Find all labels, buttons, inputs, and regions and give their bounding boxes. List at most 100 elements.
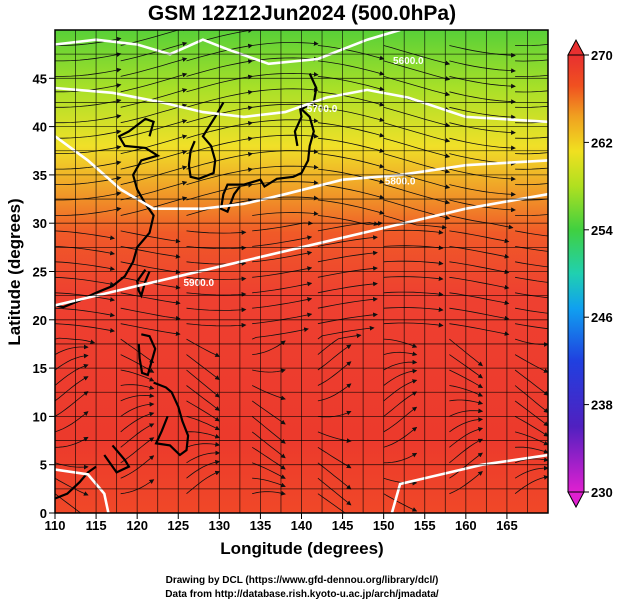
streamline <box>515 246 548 252</box>
x-tick-label: 135 <box>250 518 272 533</box>
x-axis: 110 115 120 125 130 135 140 145 150 155 160 165 <box>45 513 518 533</box>
streamline <box>383 184 451 205</box>
streamline <box>514 475 548 495</box>
streamline <box>252 87 319 93</box>
streamline <box>55 493 82 513</box>
streamline <box>515 261 548 268</box>
colorbar-tick-label: 254 <box>591 223 613 238</box>
streamline <box>515 105 548 108</box>
streamline <box>383 391 418 417</box>
streamline <box>514 385 548 414</box>
streamline <box>55 160 122 170</box>
contour-label: 5800.0 <box>385 177 416 188</box>
streamline <box>55 376 89 402</box>
x-tick-label: 155 <box>414 518 436 533</box>
streamline <box>186 230 247 235</box>
streamline <box>186 442 221 448</box>
contour-label: 5600.0 <box>393 56 424 67</box>
streamline <box>252 368 286 374</box>
streamline <box>120 292 181 306</box>
coastline-segment <box>136 268 151 299</box>
streamline <box>383 276 444 282</box>
y-axis-label: Latitude (degrees) <box>5 198 24 345</box>
y-axis: 0 5 10 15 20 25 30 35 40 45 <box>33 71 55 521</box>
streamline <box>449 106 516 120</box>
streamline <box>383 122 451 143</box>
streamline <box>515 276 548 283</box>
streamline <box>449 137 516 151</box>
streamline <box>383 291 444 297</box>
colorbar-tick-label: 262 <box>591 135 613 150</box>
streamline <box>317 184 385 200</box>
streamline <box>317 250 378 263</box>
y-tick-label: 10 <box>33 409 47 424</box>
streamline <box>449 323 510 337</box>
streamline <box>515 167 548 170</box>
streamline <box>317 76 385 92</box>
streamline <box>515 152 548 155</box>
streamline <box>55 364 89 386</box>
y-tick-label: 20 <box>33 313 47 328</box>
streamline <box>317 493 352 513</box>
x-tick-label: 140 <box>291 518 313 533</box>
streamline <box>252 477 286 488</box>
streamline <box>186 400 220 422</box>
streamline <box>514 338 548 347</box>
streamline <box>383 493 418 512</box>
streamline <box>449 184 516 197</box>
streamline <box>383 229 444 235</box>
x-axis-label: Longitude (degrees) <box>220 539 383 558</box>
streamline <box>514 400 548 427</box>
streamline <box>186 307 247 313</box>
streamline <box>383 215 447 230</box>
x-tick-label: 120 <box>126 518 148 533</box>
streamline <box>449 215 514 230</box>
streamline <box>383 351 418 357</box>
coastline-segment <box>103 444 131 474</box>
streamline <box>55 477 89 496</box>
streamline <box>120 246 181 259</box>
streamline <box>251 400 286 425</box>
streamline <box>449 122 516 135</box>
streamline <box>252 133 319 139</box>
streamline <box>186 450 221 464</box>
streamline <box>120 103 188 124</box>
y-tick-label: 15 <box>33 361 47 376</box>
streamline <box>383 452 418 464</box>
streamline <box>515 230 548 237</box>
streamline <box>515 446 548 454</box>
y-tick-label: 40 <box>33 120 47 135</box>
streamline <box>383 60 451 81</box>
streamline <box>515 323 548 330</box>
streamline <box>55 323 115 333</box>
coastline-segment <box>187 101 225 180</box>
streamline <box>317 344 352 371</box>
streamline <box>186 291 247 297</box>
streamline <box>120 88 188 108</box>
streamline <box>383 426 418 448</box>
streamline <box>120 150 188 170</box>
streamline <box>515 214 548 217</box>
streamline <box>55 353 89 371</box>
streamline <box>252 385 286 401</box>
colorbar-bottom-arrow <box>567 491 585 509</box>
x-tick-label: 125 <box>167 518 189 533</box>
streamline <box>383 379 418 402</box>
streamline <box>515 307 548 314</box>
coastline-segment <box>55 117 161 309</box>
streamline <box>449 292 510 306</box>
streamline <box>317 383 352 402</box>
coastline-segment <box>293 107 303 147</box>
streamline <box>317 281 378 294</box>
streamline <box>449 60 516 74</box>
x-tick-label: 110 <box>45 518 66 533</box>
streamline <box>317 199 385 215</box>
streamline <box>449 276 510 290</box>
streamline <box>449 168 516 182</box>
streamline <box>317 477 352 506</box>
streamline <box>251 446 286 470</box>
x-tick-label: 165 <box>496 518 518 533</box>
streamline <box>514 369 548 396</box>
streamline <box>317 106 385 122</box>
